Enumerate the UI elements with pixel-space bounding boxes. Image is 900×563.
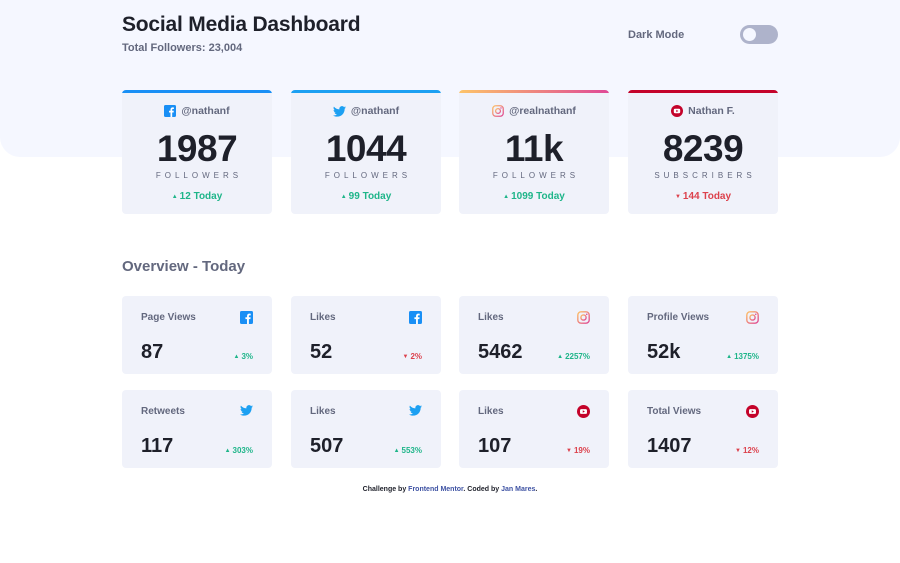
overview-card[interactable]: Retweets 117 ▲ 303% xyxy=(122,390,272,468)
overview-card[interactable]: Profile Views 52k ▲ 1375% xyxy=(628,296,778,374)
overview-percent: ▲ 303% xyxy=(224,446,253,455)
follower-cards: @nathanf 1987 FOLLOWERS ▲ 12 Today @natha… xyxy=(122,90,778,214)
card-today: ▲ 1099 Today xyxy=(503,191,565,202)
arrow-up-icon: ▲ xyxy=(340,194,347,200)
card-count: 8239 xyxy=(662,128,744,169)
overview-card[interactable]: Total Views 1407 ▼ 12% xyxy=(628,390,778,468)
card-count: 11k xyxy=(504,128,564,169)
attribution-footer: Challenge by Frontend Mentor. Coded by J… xyxy=(362,486,538,493)
arrow-down-icon: ▼ xyxy=(735,448,741,454)
card-unit: FOLLOWERS xyxy=(155,171,243,180)
page-title: Social Media Dashboard xyxy=(122,13,361,36)
card-youtube[interactable]: Nathan F. 8239 SUBSCRIBERS ▼ 144 Today xyxy=(628,90,778,214)
card-today: ▲ 12 Today xyxy=(171,191,223,202)
card-count: 1044 xyxy=(325,128,407,169)
card-top-bar xyxy=(122,90,272,93)
frontend-mentor-link[interactable]: Frontend Mentor xyxy=(408,486,464,493)
youtube-icon xyxy=(746,405,759,418)
overview-label: Likes xyxy=(478,312,504,323)
overview-percent: ▲ 2257% xyxy=(557,352,590,361)
overview-value: 52 xyxy=(310,341,333,363)
overview-label: Profile Views xyxy=(647,312,710,323)
overview-percent: ▼ 19% xyxy=(566,446,590,455)
card-unit: SUBSCRIBERS xyxy=(654,171,756,180)
twitter-icon xyxy=(409,405,422,418)
twitter-icon xyxy=(332,105,346,117)
instagram-icon xyxy=(577,311,590,324)
instagram-icon xyxy=(746,311,759,324)
overview-title: Overview - Today xyxy=(122,258,246,275)
card-top-bar xyxy=(459,90,609,93)
overview-percent: ▼ 12% xyxy=(735,446,759,455)
arrow-down-icon: ▼ xyxy=(674,194,681,200)
card-top-bar xyxy=(628,90,778,93)
total-followers: Total Followers: 23,004 xyxy=(122,42,243,54)
facebook-icon xyxy=(409,311,422,324)
card-unit: FOLLOWERS xyxy=(492,171,580,180)
overview-percent: ▼ 2% xyxy=(402,352,422,361)
arrow-up-icon: ▲ xyxy=(233,354,240,360)
facebook-icon xyxy=(164,105,177,117)
toggle-knob xyxy=(743,28,756,41)
card-today: ▲ 99 Today xyxy=(340,191,392,202)
card-facebook[interactable]: @nathanf 1987 FOLLOWERS ▲ 12 Today xyxy=(122,90,272,214)
overview-label: Retweets xyxy=(141,406,185,417)
card-today: ▼ 144 Today xyxy=(674,191,732,202)
arrow-down-icon: ▼ xyxy=(402,354,409,360)
arrow-up-icon: ▲ xyxy=(224,448,231,454)
instagram-icon xyxy=(492,105,504,117)
overview-card[interactable]: Likes 5462 ▲ 2257% xyxy=(459,296,609,374)
arrow-up-icon: ▲ xyxy=(557,354,564,360)
youtube-icon xyxy=(671,105,684,117)
card-handle: @realnathanf xyxy=(459,105,609,117)
overview-label: Likes xyxy=(478,406,504,417)
overview-percent: ▲ 1375% xyxy=(726,352,759,361)
dashboard: Social Media Dashboard Total Followers: … xyxy=(122,0,778,468)
arrow-up-icon: ▲ xyxy=(726,354,733,360)
dark-mode-label: Dark Mode xyxy=(628,29,685,41)
overview-label: Page Views xyxy=(141,312,196,323)
overview-card[interactable]: Likes 507 ▲ 553% xyxy=(291,390,441,468)
header: Social Media Dashboard Total Followers: … xyxy=(122,0,778,90)
overview-card[interactable]: Likes 52 ▼ 2% xyxy=(291,296,441,374)
arrow-up-icon: ▲ xyxy=(503,194,510,200)
card-handle: Nathan F. xyxy=(628,105,778,117)
card-handle: @nathanf xyxy=(122,105,272,117)
twitter-icon xyxy=(240,405,253,418)
card-twitter[interactable]: @nathanf 1044 FOLLOWERS ▲ 99 Today xyxy=(291,90,441,214)
overview-value: 507 xyxy=(310,435,344,457)
arrow-up-icon: ▲ xyxy=(393,448,400,454)
overview-value: 107 xyxy=(478,435,512,457)
card-instagram[interactable]: @realnathanf 11k FOLLOWERS ▲ 1099 Today xyxy=(459,90,609,214)
overview-value: 1407 xyxy=(647,435,692,457)
author-link[interactable]: Jan Mares xyxy=(501,486,536,493)
overview-percent: ▲ 553% xyxy=(393,446,422,455)
overview-label: Likes xyxy=(310,406,336,417)
overview-card[interactable]: Page Views 87 ▲ 3% xyxy=(122,296,272,374)
facebook-icon xyxy=(240,311,253,324)
card-handle: @nathanf xyxy=(291,105,441,117)
overview-percent: ▲ 3% xyxy=(233,352,253,361)
dark-mode-toggle[interactable] xyxy=(740,25,778,44)
card-top-bar xyxy=(291,90,441,93)
overview-label: Likes xyxy=(310,312,336,323)
youtube-icon xyxy=(577,405,590,418)
card-unit: FOLLOWERS xyxy=(324,171,412,180)
overview-value: 52k xyxy=(647,341,681,363)
arrow-up-icon: ▲ xyxy=(171,194,178,200)
overview-value: 117 xyxy=(141,435,174,457)
overview-label: Total Views xyxy=(647,406,702,417)
overview-value: 5462 xyxy=(478,341,523,363)
overview-card[interactable]: Likes 107 ▼ 19% xyxy=(459,390,609,468)
arrow-down-icon: ▼ xyxy=(566,448,572,454)
overview-value: 87 xyxy=(141,341,164,363)
card-count: 1987 xyxy=(156,128,238,169)
